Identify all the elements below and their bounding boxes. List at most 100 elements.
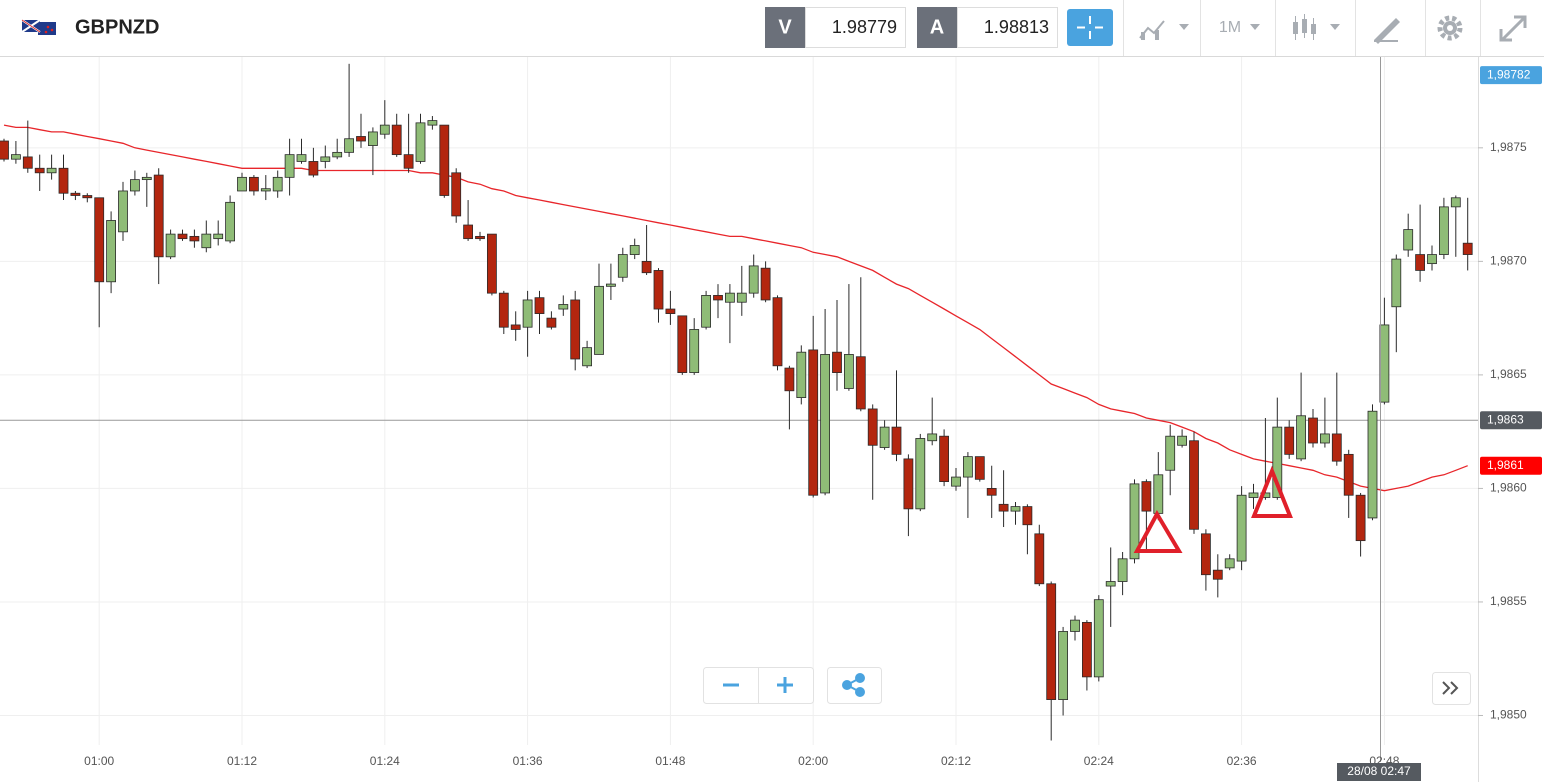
candle-body — [153, 174, 164, 258]
candle-body — [106, 220, 116, 283]
candle-body — [915, 438, 926, 510]
candle-body — [986, 488, 997, 496]
candle-body — [129, 179, 140, 192]
candle-body — [498, 292, 509, 328]
candle-body — [1034, 533, 1045, 585]
candle-body — [1129, 483, 1140, 560]
candle-style-button[interactable] — [1293, 14, 1340, 40]
candle-body — [653, 270, 664, 310]
candle-body — [844, 354, 854, 389]
candle-body — [284, 154, 295, 178]
bid-box[interactable] — [805, 7, 906, 48]
candle-body — [1165, 435, 1176, 471]
crosshair-time-label: 28/08 02:47 — [1347, 764, 1411, 778]
candle-body — [213, 233, 224, 240]
candle-body — [1450, 197, 1461, 208]
candle-body — [534, 297, 545, 314]
candle-body — [665, 308, 676, 314]
candle-body — [463, 224, 474, 240]
candle-body — [546, 317, 557, 328]
candle-body — [713, 295, 723, 301]
candle-body — [1415, 254, 1425, 271]
fullscreen-button[interactable] — [1499, 15, 1527, 42]
candle-body — [689, 329, 700, 374]
zoom-in[interactable] — [777, 677, 793, 693]
bid-label-box — [765, 7, 805, 48]
crosshair-button[interactable] — [1067, 9, 1113, 46]
symbol: GBPNZD — [75, 16, 159, 38]
candle-body — [34, 167, 45, 174]
candle-body — [725, 292, 735, 303]
toolbar: GBPNZD V 1.98779 A 1.98813 1M — [0, 0, 1544, 57]
share-button[interactable] — [842, 673, 865, 697]
timeframe-button[interactable]: 1M — [1219, 19, 1241, 36]
candle-body — [582, 347, 592, 367]
candle-body — [748, 265, 759, 294]
candle-body — [617, 254, 628, 278]
candle-body — [0, 140, 9, 160]
candle-body — [94, 197, 105, 283]
candle-body — [320, 156, 331, 162]
settings-button[interactable] — [1437, 15, 1463, 41]
candle-body — [1343, 453, 1354, 496]
candle-body — [1022, 506, 1033, 526]
price-badge-label: 1,98782 — [1487, 67, 1531, 81]
candle-body — [1082, 621, 1092, 678]
candle-body — [248, 176, 259, 192]
candle-body — [391, 124, 402, 156]
candle-body — [510, 324, 521, 330]
candle-body — [974, 456, 985, 480]
crosshair-time-box — [1337, 763, 1421, 781]
y-tick-label: 1,9860 — [1490, 481, 1527, 495]
candle-body — [998, 503, 1009, 512]
y-tick-label: 1,9870 — [1490, 254, 1527, 268]
x-tick-label: 02:00 — [798, 754, 828, 768]
candle-body — [1296, 415, 1306, 460]
moving-average-layer — [3, 124, 1468, 492]
flag — [21, 19, 56, 35]
candle-body — [820, 354, 830, 494]
candle-body — [22, 156, 33, 169]
candle-body — [832, 351, 842, 374]
candles — [0, 63, 1473, 741]
candle-body — [879, 426, 890, 448]
price-badge — [1480, 411, 1542, 430]
candle-body — [927, 433, 938, 442]
candle-body — [415, 122, 426, 162]
candle-body — [141, 176, 152, 181]
y-tick-label: 1,9865 — [1490, 367, 1527, 381]
x-tick-label: 02:36 — [1227, 754, 1257, 768]
candle-body — [570, 299, 581, 360]
candle-body — [237, 176, 247, 192]
candle-body — [46, 167, 57, 174]
x-tick-label: 01:36 — [513, 754, 543, 768]
toolbar-separators — [1123, 0, 1481, 56]
candle-body — [1462, 242, 1473, 255]
triangle-annotation — [1133, 509, 1183, 553]
scroll-end-button[interactable] — [1442, 681, 1459, 695]
candle-body — [475, 235, 485, 240]
chart-type-button[interactable] — [1139, 20, 1189, 40]
candle-body — [70, 192, 81, 196]
drawing-button[interactable] — [1374, 18, 1400, 44]
bid-label: V — [778, 16, 792, 38]
candle-body — [296, 154, 307, 162]
candle-body — [522, 299, 533, 328]
candle-body — [1105, 581, 1116, 587]
candle-body — [903, 458, 914, 510]
candle-body — [1331, 433, 1342, 462]
candle-body — [963, 456, 973, 478]
candle-body — [356, 136, 366, 142]
price-badge — [1480, 456, 1542, 475]
candle-body — [260, 188, 271, 192]
candle-body — [1403, 229, 1414, 251]
y-tick-label: 1,9875 — [1490, 140, 1527, 154]
candle-body — [1248, 492, 1259, 498]
candle-body — [736, 292, 747, 303]
candle-body — [1320, 433, 1330, 444]
candle-body — [1284, 426, 1295, 455]
candle-body — [439, 124, 450, 196]
candle-body — [1117, 558, 1128, 582]
ask-box[interactable] — [957, 7, 1058, 48]
candle-body — [594, 285, 604, 355]
